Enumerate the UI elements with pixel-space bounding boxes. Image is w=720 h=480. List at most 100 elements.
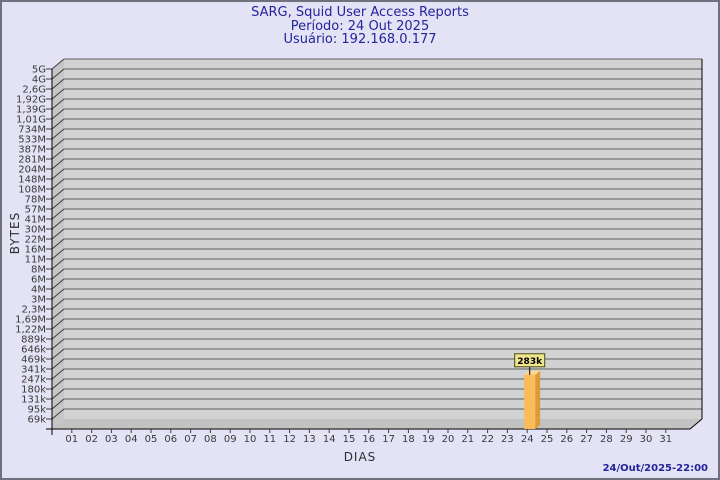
y-tick-label: 341k: [21, 365, 46, 376]
y-tick-label: 2,3M: [21, 305, 46, 316]
y-tick-label: 5G: [32, 65, 46, 76]
bar: [524, 374, 536, 429]
x-tick-label: 14: [323, 434, 336, 445]
y-tick-label: 108M: [18, 185, 46, 196]
x-tick-label: 22: [481, 434, 494, 445]
x-tick-label: 24: [521, 434, 534, 445]
wall-gridline: [51, 348, 65, 360]
x-tick-label: 27: [580, 434, 593, 445]
chart-floor: [52, 419, 702, 429]
x-tick-label: 01: [65, 434, 78, 445]
wall-gridline: [51, 408, 65, 420]
y-tick-label: 41M: [25, 215, 46, 226]
y-tick-label: 8M: [31, 265, 46, 276]
y-tick-label: 1,69M: [15, 315, 46, 326]
wall-gridline: [51, 248, 65, 260]
report-period: Período: 24 Out 2025: [290, 18, 430, 34]
wall-gridline: [51, 258, 65, 270]
x-tick-label: 23: [501, 434, 514, 445]
report-header: SARG, Squid User Access Reports Período:…: [2, 6, 718, 47]
y-tick-label: 1,39G: [16, 105, 46, 116]
generated-timestamp: 24/Out/2025-22:00: [602, 463, 708, 474]
wall-gridline: [51, 378, 65, 390]
y-tick-label: 30M: [25, 225, 46, 236]
x-tick-label: 16: [362, 434, 375, 445]
wall-gridline: [51, 268, 65, 280]
x-tick-label: 15: [343, 434, 356, 445]
y-tick-label: 387M: [18, 145, 46, 156]
wall-gridline: [51, 398, 65, 410]
wall-gridline: [51, 328, 65, 340]
floor-corner-edge: [689, 418, 703, 430]
wall-gridline: [51, 218, 65, 230]
x-tick-label: 02: [85, 434, 98, 445]
y-tick-label: 4G: [32, 75, 46, 86]
y-tick-label: 4M: [31, 285, 46, 296]
y-tick-label: 281M: [18, 155, 46, 166]
x-tick-label: 18: [402, 434, 415, 445]
x-tick-label: 26: [560, 434, 573, 445]
y-tick-label: 1,92G: [16, 95, 46, 106]
y-axis-title: BYTES: [8, 211, 22, 255]
y-tick-label: 78M: [25, 195, 46, 206]
report-title: SARG, Squid User Access Reports: [251, 5, 469, 20]
wall-gridline: [51, 148, 65, 160]
y-tick-label: 22M: [25, 235, 46, 246]
wall-gridline: [51, 238, 65, 250]
wall-gridline: [51, 198, 65, 210]
x-tick-label: 08: [204, 434, 217, 445]
y-tick-label: 3M: [31, 295, 46, 306]
x-tick-label: 31: [659, 434, 672, 445]
wall-gridline: [51, 318, 65, 330]
y-tick-label: 95k: [27, 405, 46, 416]
y-tick-label: 16M: [25, 245, 46, 256]
wall-gridline: [51, 208, 65, 220]
x-tick-label: 09: [224, 434, 237, 445]
y-tick-label: 11M: [25, 255, 46, 266]
x-axis-title: DIAS: [343, 450, 377, 464]
x-tick-label: 04: [125, 434, 138, 445]
wall-gridline: [51, 358, 65, 370]
bar-top: [524, 370, 541, 375]
wall-gridline: [51, 58, 65, 70]
wall-gridline: [51, 138, 65, 150]
report-user: Usuário: 192.168.0.177: [283, 32, 437, 47]
y-tick-label: 2,6G: [22, 85, 46, 96]
x-tick-label: 06: [164, 434, 177, 445]
y-tick-label: 57M: [25, 205, 46, 216]
wall-gridline: [51, 368, 65, 380]
wall-gridline: [51, 118, 65, 130]
y-tick-label: 469k: [21, 355, 46, 366]
x-tick-label: 07: [184, 434, 197, 445]
x-tick-label: 30: [640, 434, 653, 445]
x-tick-label: 17: [382, 434, 395, 445]
wall-gridline: [51, 388, 65, 400]
wall-gridline: [51, 308, 65, 320]
wall-gridline: [51, 278, 65, 290]
x-tick-label: 19: [422, 434, 435, 445]
y-tick-label: 148M: [18, 175, 46, 186]
wall-gridline: [51, 178, 65, 190]
y-tick-label: 180k: [21, 385, 46, 396]
wall-gridline: [51, 288, 65, 300]
y-tick-label: 6M: [31, 275, 46, 286]
y-tick-label: 1,01G: [16, 115, 46, 126]
x-tick-label: 20: [442, 434, 455, 445]
x-tick-label: 21: [461, 434, 474, 445]
y-tick-label: 247k: [21, 375, 46, 386]
wall-gridline: [51, 128, 65, 140]
y-tick-label: 204M: [18, 165, 46, 176]
wall-gridline: [51, 108, 65, 120]
y-tick-label: 646k: [21, 345, 46, 356]
wall-gridline: [51, 228, 65, 240]
wall-gridline: [51, 78, 65, 90]
x-tick-label: 10: [244, 434, 257, 445]
y-tick-label: 69k: [27, 415, 46, 426]
bar-value-label: 283k: [517, 357, 543, 367]
bar-side: [535, 370, 541, 429]
y-tick-label: 131k: [21, 395, 46, 406]
x-tick-label: 12: [283, 434, 296, 445]
y-tick-label: 734M: [18, 125, 46, 136]
